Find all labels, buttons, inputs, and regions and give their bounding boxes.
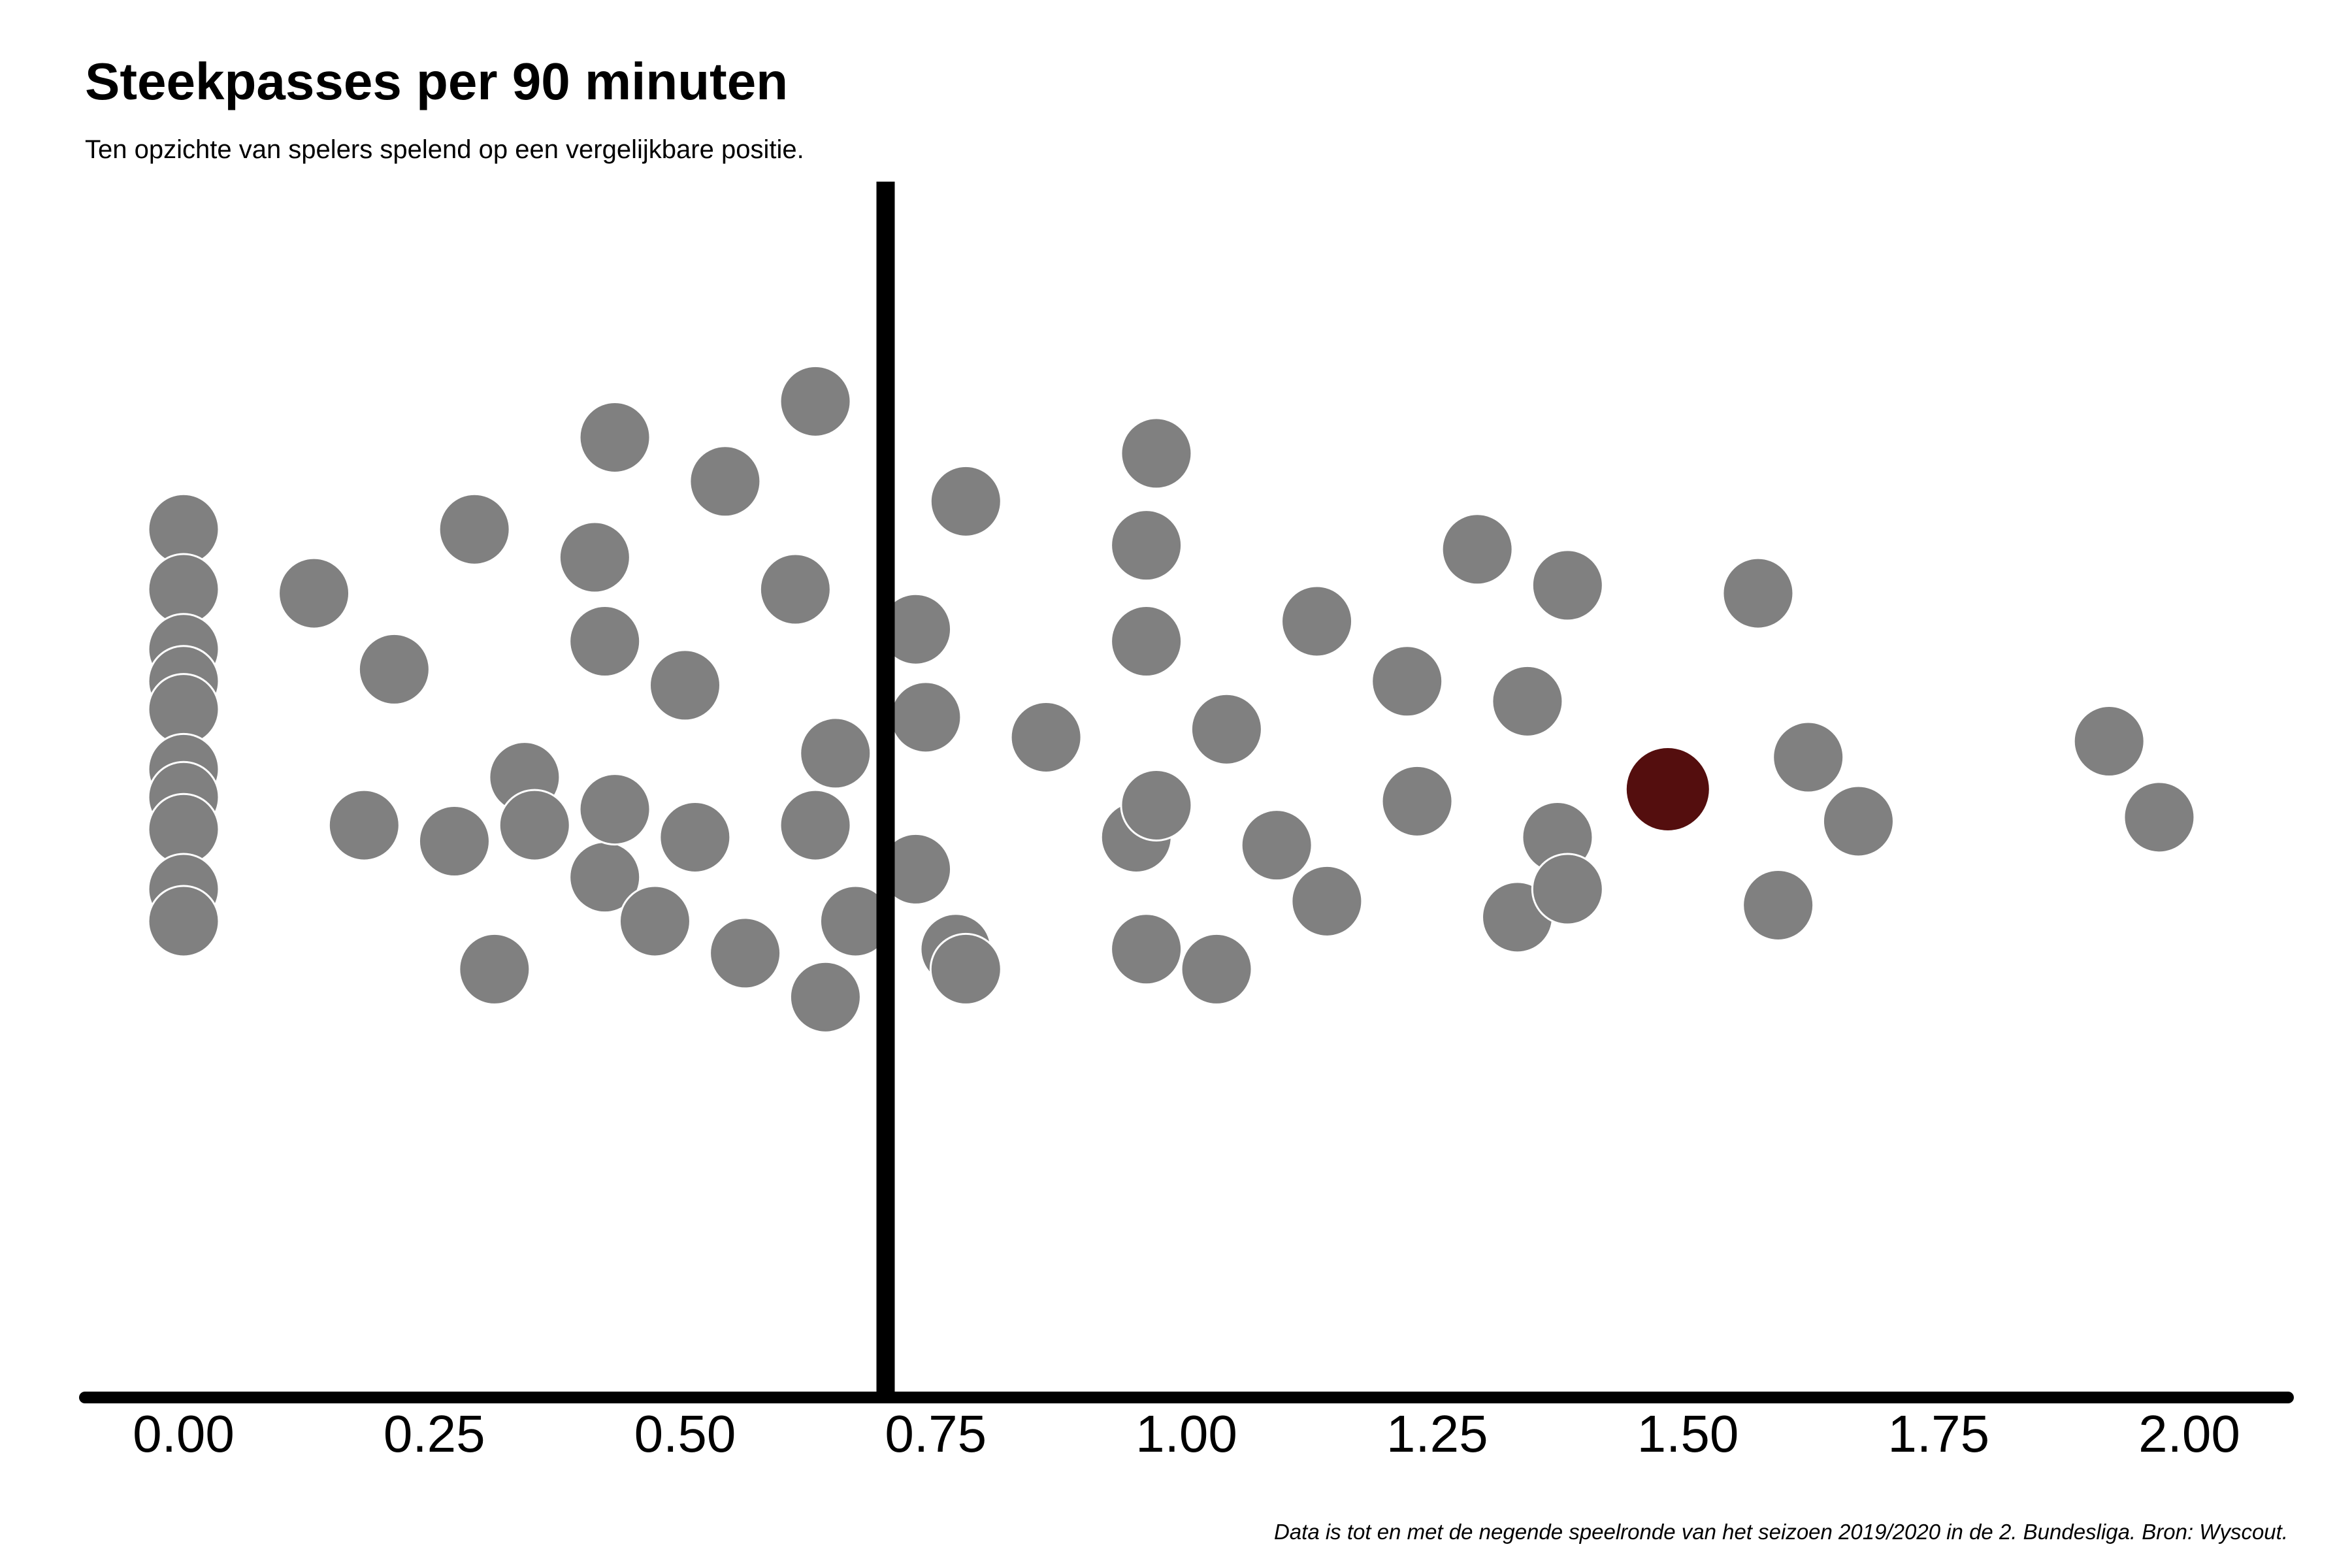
player-point: [709, 917, 782, 990]
chart-caption: Data is tot en met de negende speelronde…: [1274, 1520, 2288, 1544]
player-point: [578, 400, 651, 474]
player-point: [1009, 700, 1083, 774]
player-point: [1120, 768, 1193, 841]
player-point: [1491, 664, 1564, 738]
highlighted-player-point: [1626, 748, 1709, 830]
player-point: [558, 521, 631, 594]
player-point: [1110, 509, 1183, 582]
player-point: [779, 789, 852, 862]
chart-title: Steekpasses per 90 minuten: [85, 52, 788, 110]
player-point: [1722, 557, 1795, 630]
x-tick-label: 1.00: [1135, 1405, 1237, 1463]
player-point: [1821, 785, 1895, 858]
player-point: [789, 960, 862, 1034]
player-point: [1371, 645, 1444, 718]
player-point: [1110, 913, 1183, 986]
player-point: [759, 553, 832, 626]
x-tick-label: 1.50: [1637, 1405, 1739, 1463]
points-layer: [147, 365, 2196, 1034]
x-tick-label: 0.75: [885, 1405, 987, 1463]
x-tick-label: 0.50: [634, 1405, 736, 1463]
player-point: [1281, 585, 1354, 658]
x-tick-label: 1.25: [1386, 1405, 1488, 1463]
player-point: [1531, 549, 1604, 622]
player-point: [498, 789, 571, 862]
player-point: [889, 681, 962, 754]
player-point: [659, 800, 732, 874]
player-point: [1380, 764, 1454, 838]
player-point: [1531, 853, 1604, 926]
player-point: [438, 493, 511, 566]
player-point: [1772, 721, 1845, 794]
player-point: [649, 649, 721, 722]
player-point: [2123, 781, 2196, 854]
player-point: [458, 932, 531, 1005]
player-point: [1240, 809, 1313, 882]
player-point: [1742, 868, 1815, 941]
chart-subtitle: Ten opzichte van spelers spelend op een …: [85, 135, 804, 164]
x-tick-label: 1.75: [1887, 1405, 1989, 1463]
player-point: [1290, 864, 1364, 938]
player-point: [1120, 417, 1193, 490]
player-point: [929, 932, 1002, 1005]
player-point: [689, 445, 762, 518]
x-tick-label: 0.25: [384, 1405, 485, 1463]
player-point: [779, 365, 852, 438]
player-point: [357, 632, 431, 706]
player-point: [147, 885, 220, 958]
player-point: [278, 557, 351, 630]
x-axis-ticks: 0.00 0.25 0.50 0.75 1.00 1.25 1.50 1.75 2.00: [133, 1405, 2240, 1463]
x-tick-label: 0.00: [133, 1405, 235, 1463]
player-point: [417, 805, 491, 878]
player-point: [2072, 705, 2146, 778]
player-point: [1110, 605, 1183, 678]
player-point: [1190, 693, 1263, 766]
player-point: [578, 773, 651, 846]
player-point: [929, 465, 1002, 538]
player-point: [1180, 932, 1253, 1005]
player-point: [618, 885, 691, 958]
player-point: [568, 605, 642, 678]
player-point: [799, 717, 872, 790]
player-point: [1441, 513, 1514, 586]
x-tick-label: 2.00: [2138, 1405, 2240, 1463]
player-point: [327, 789, 400, 862]
